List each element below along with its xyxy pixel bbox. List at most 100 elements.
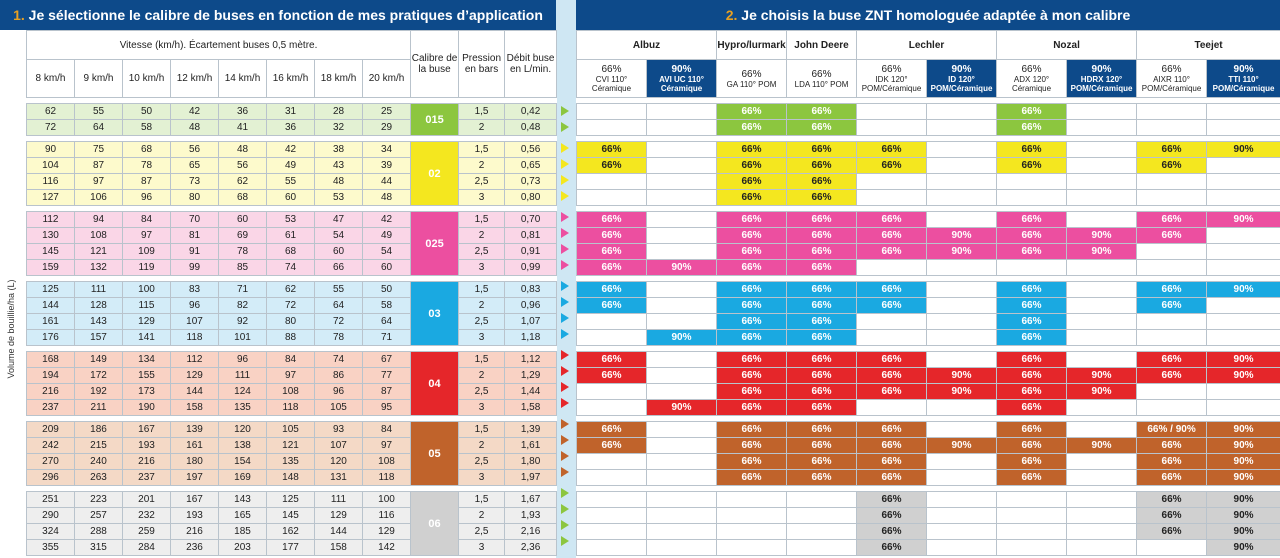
nozzle-cell xyxy=(576,313,647,330)
speed-header: 10 km/h xyxy=(122,59,171,98)
volume-cell: 105 xyxy=(314,399,363,416)
calibre-header: Calibre de la buse xyxy=(410,30,460,98)
volume-cell: 149 xyxy=(74,351,123,368)
volume-cell: 130 xyxy=(26,227,75,244)
volume-cell: 87 xyxy=(74,157,123,174)
volume-cell: 60 xyxy=(361,259,412,276)
nozzle-cell xyxy=(646,281,717,298)
row-arrow-icon xyxy=(561,419,569,429)
volume-cell: 48 xyxy=(218,141,267,158)
table-row: 216 192 173 144 124 108 96 87 2,5 1,44 xyxy=(26,383,558,400)
nozzle-cell xyxy=(1066,507,1138,524)
nozzle-cell: 90% xyxy=(646,329,717,346)
volume-cell: 73 xyxy=(170,173,219,190)
nozzle-selection-table: Albuz Hypro/lurmark John Deere Lechler Nozal… xyxy=(576,30,1280,556)
nozzle-cell: 66% / 90% xyxy=(1136,421,1208,438)
nozzle-cell: 66% xyxy=(1136,281,1208,298)
speed-header: 9 km/h xyxy=(74,59,123,98)
nozzle-header: 66% AIXR 110° POM/Céramique xyxy=(1136,59,1208,98)
row-arrow-icon xyxy=(561,435,569,445)
volume-cell: 118 xyxy=(361,469,412,486)
nozzle-cell xyxy=(1066,173,1138,190)
speed-header: 18 km/h xyxy=(314,59,363,98)
nozzle-cell: 66% xyxy=(786,141,857,158)
nozzle-cell: 66% xyxy=(576,281,647,298)
volume-cell: 32 xyxy=(314,119,363,136)
nozzle-cell: 66% xyxy=(576,437,647,454)
nozzle-cell: 66% xyxy=(716,297,787,314)
nozzle-cell xyxy=(925,507,998,524)
nozzle-cell xyxy=(925,141,998,158)
nozzle-cell: 66% xyxy=(716,399,787,416)
debit-header: Débit buse en L/min. xyxy=(504,30,558,98)
nozzle-cell: 66% xyxy=(856,491,927,508)
calibre-cell: 015 xyxy=(410,103,460,136)
volume-cell: 60 xyxy=(218,211,267,228)
nozzle-cell xyxy=(1136,243,1208,260)
volume-cell: 197 xyxy=(170,469,219,486)
volume-cell: 129 xyxy=(361,523,412,540)
pressure-cell: 2 xyxy=(458,437,506,454)
row-arrows xyxy=(556,0,576,558)
nozzle-model: HDRX 120° POM/Céramique xyxy=(1070,75,1133,93)
nozzle-cell: 90% xyxy=(925,243,998,260)
speed-header: 16 km/h xyxy=(266,59,315,98)
nozzle-cell: 90% xyxy=(1066,367,1138,384)
nozzle-cell xyxy=(716,539,787,556)
table-row: 290 257 232 193 165 145 129 116 2 1,93 xyxy=(26,507,558,524)
volume-cell: 121 xyxy=(74,243,123,260)
nozzle-drift-reduction: 66% xyxy=(601,64,622,75)
volume-cell: 71 xyxy=(218,281,267,298)
volume-cell: 100 xyxy=(122,281,171,298)
nozzle-cell xyxy=(576,189,647,206)
calibre-cell: 06 xyxy=(410,491,460,556)
volume-cell: 257 xyxy=(74,507,123,524)
table-row: 66% 66% 66% 66% 66% 66% 90% xyxy=(576,281,1280,298)
volume-cell: 168 xyxy=(26,351,75,368)
volume-cell: 109 xyxy=(122,243,171,260)
nozzle-cell: 66% xyxy=(996,211,1068,228)
nozzle-cell: 66% xyxy=(996,227,1068,244)
table-row: 209 186 167 139 120 105 93 84 05 1,5 1,39 xyxy=(26,421,558,486)
volume-cell: 324 xyxy=(26,523,75,540)
nozzle-cell: 66% xyxy=(786,421,857,438)
volume-cell: 144 xyxy=(26,297,75,314)
brand-header: Nozal xyxy=(996,30,1138,60)
volume-cell: 144 xyxy=(314,523,363,540)
nozzle-cell: 66% xyxy=(1136,157,1208,174)
volume-cell: 112 xyxy=(170,351,219,368)
table-row: 324 288 259 216 185 162 144 129 2,5 2,16 xyxy=(26,523,558,540)
nozzle-cell: 66% xyxy=(786,119,857,136)
volume-cell: 65 xyxy=(170,157,219,174)
nozzle-cell xyxy=(996,189,1068,206)
nozzle-cell: 90% xyxy=(1206,469,1280,486)
nozzle-cell xyxy=(925,259,998,276)
nozzle-model: TTI 110° POM/Céramique xyxy=(1212,75,1275,93)
row-arrow-icon xyxy=(561,488,569,498)
volume-cell: 91 xyxy=(170,243,219,260)
speed-header: 8 km/h xyxy=(26,59,75,98)
nozzle-cell: 66% xyxy=(786,211,857,228)
nozzle-drift-reduction: 90% xyxy=(1233,64,1254,75)
volume-cell: 25 xyxy=(361,103,412,120)
flow-cell: 1,58 xyxy=(504,399,558,416)
volume-cell: 96 xyxy=(122,189,171,206)
volume-cell: 87 xyxy=(361,383,412,400)
nozzle-cell xyxy=(716,523,787,540)
nozzle-cell xyxy=(1066,103,1138,120)
volume-cell: 111 xyxy=(314,491,363,508)
nozzle-cell xyxy=(646,351,717,368)
volume-cell: 216 xyxy=(26,383,75,400)
nozzle-cell: 66% xyxy=(856,367,927,384)
nozzle-cell xyxy=(925,399,998,416)
pressure-cell: 2,5 xyxy=(458,173,506,190)
separator-band xyxy=(556,0,576,558)
volume-cell: 92 xyxy=(218,313,267,330)
nozzle-cell xyxy=(1066,491,1138,508)
nozzle-cell xyxy=(576,173,647,190)
volume-cell: 288 xyxy=(74,523,123,540)
volume-cell: 82 xyxy=(218,297,267,314)
volume-cell: 96 xyxy=(170,297,219,314)
nozzle-cell: 66% xyxy=(786,297,857,314)
volume-cell: 31 xyxy=(266,103,315,120)
